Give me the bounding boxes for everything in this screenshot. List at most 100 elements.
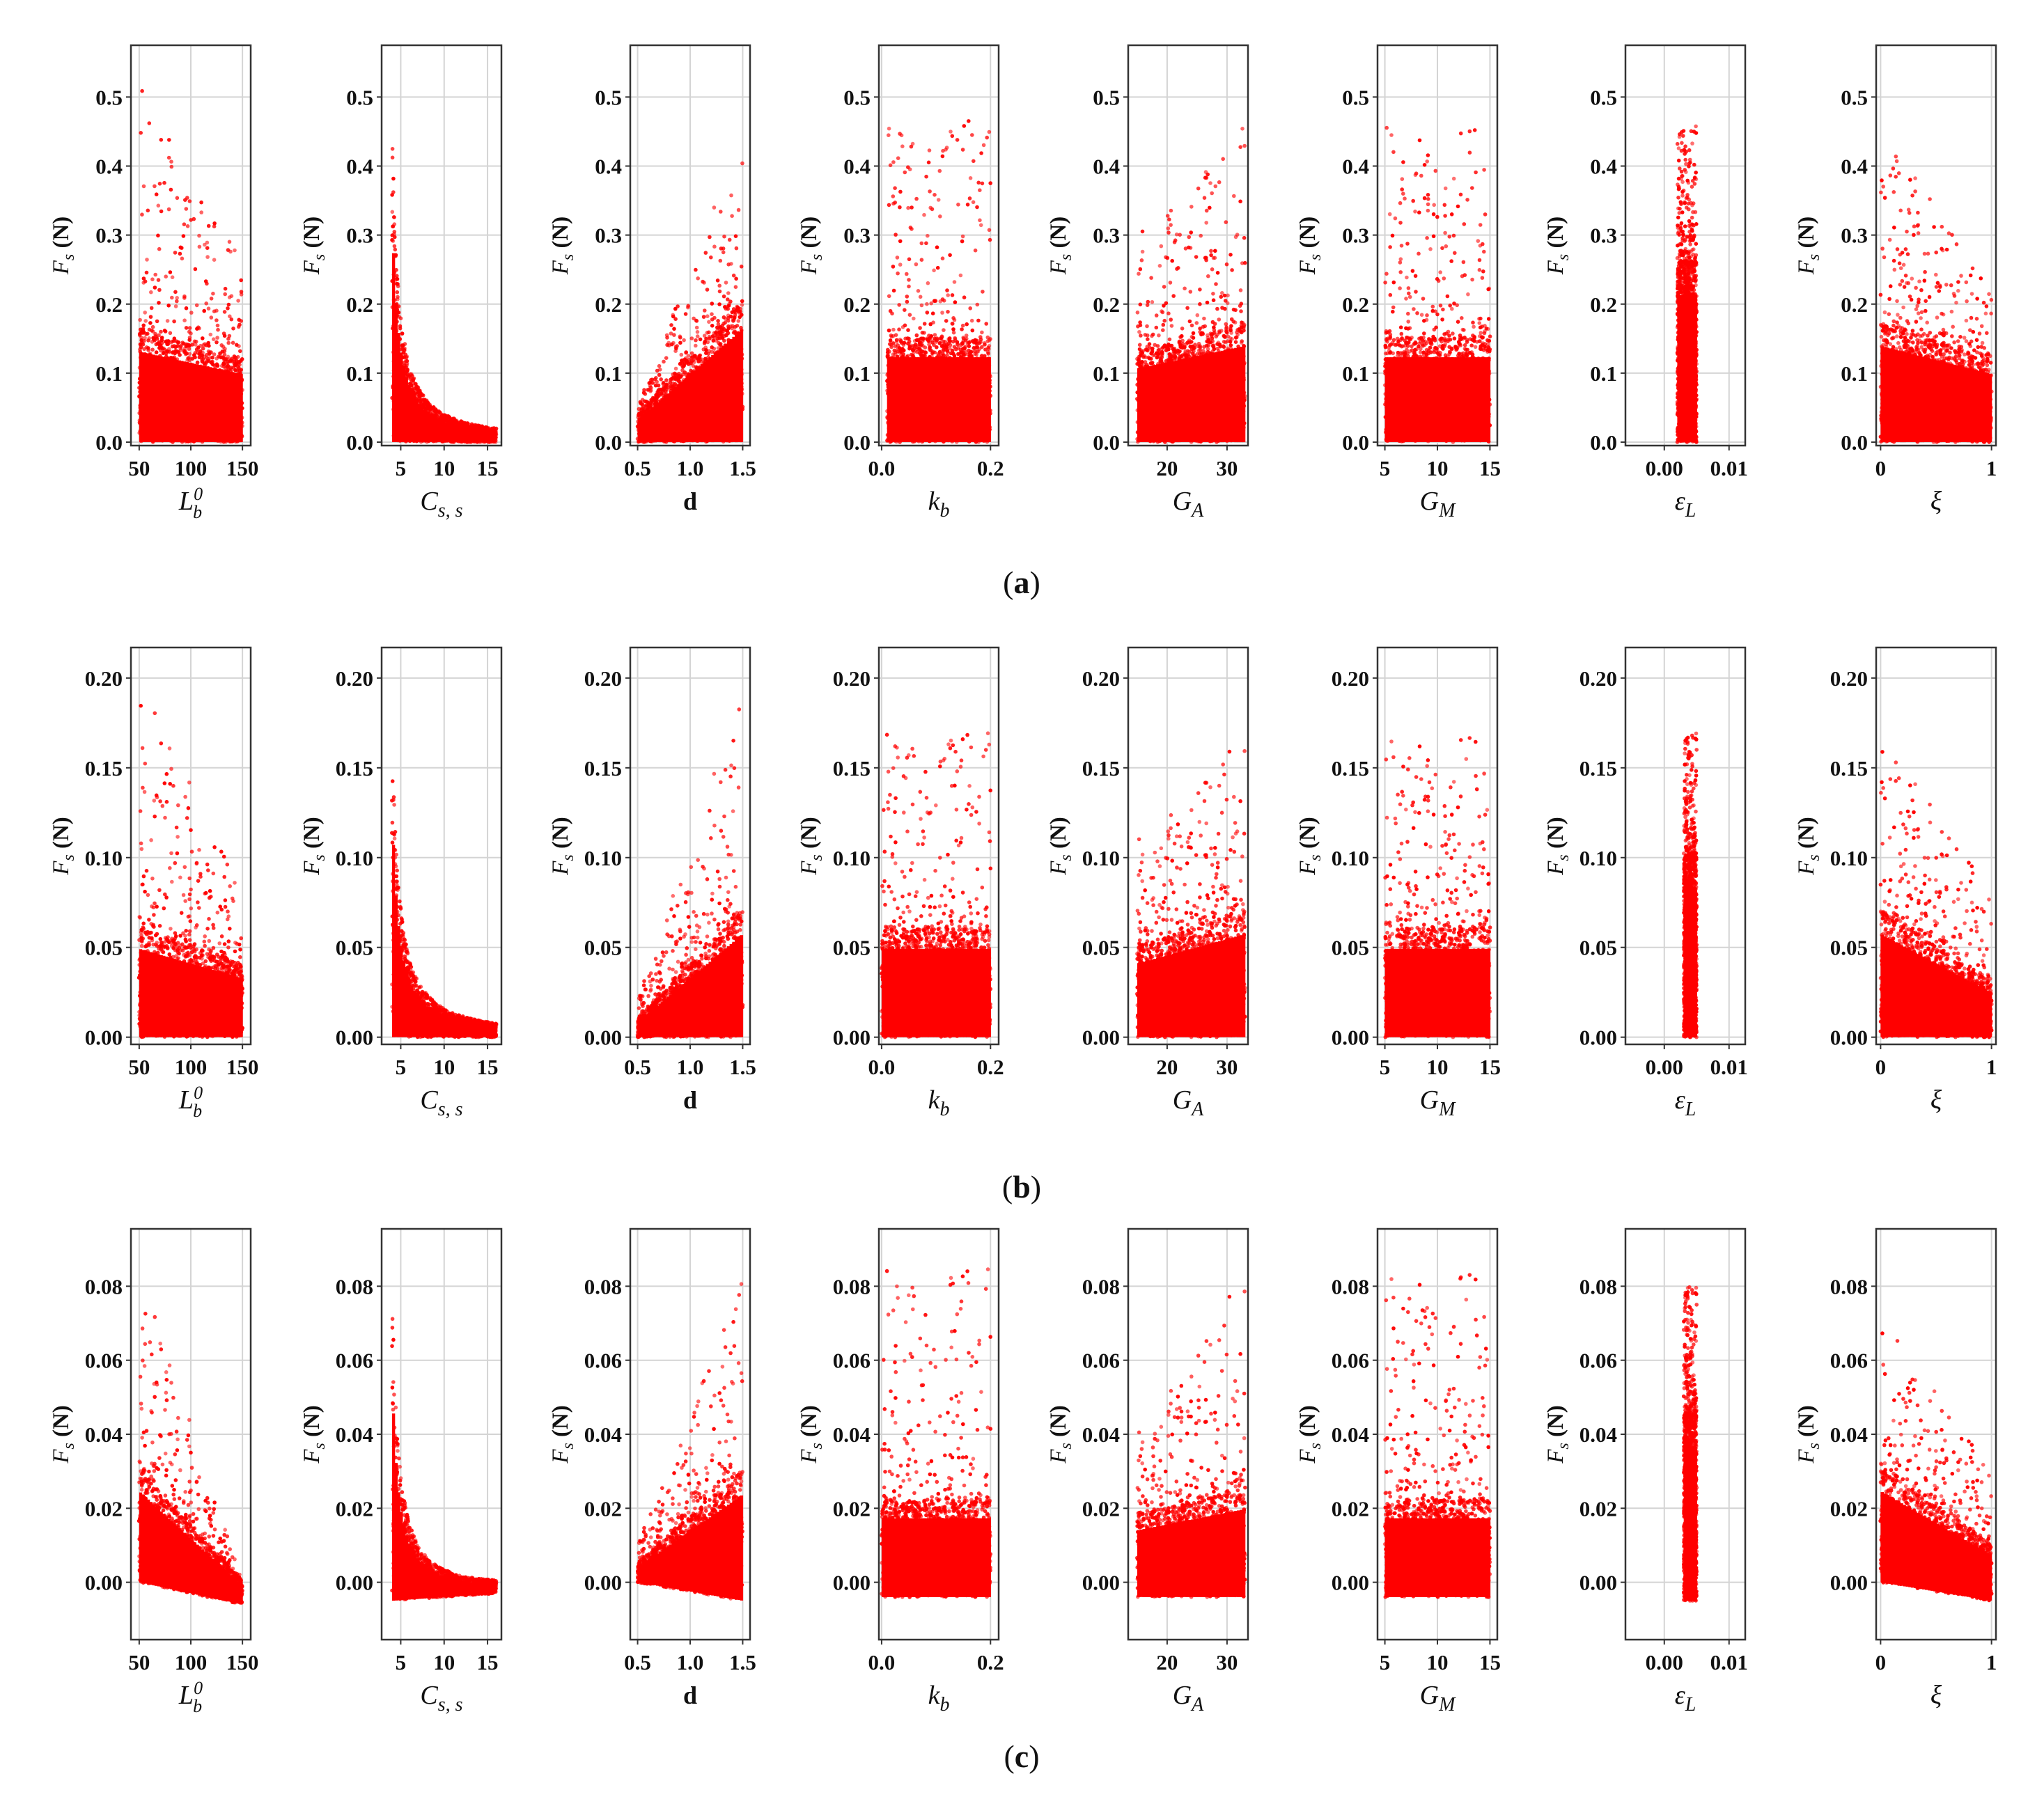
scatter-point [887,126,891,131]
scatter-point [236,299,240,303]
scatter-point [730,214,734,219]
scatter-point [390,155,395,160]
scatter-density [462,427,466,443]
scatter-density [491,432,494,442]
scatter-point [184,344,189,349]
scatter-point [740,299,744,304]
scatter-point [428,409,433,414]
scatter-density [695,368,699,443]
scatter-point [678,334,682,339]
scatter-point [907,257,912,262]
scatter-point [710,312,714,317]
scatter-point [887,133,891,137]
scatter-point [141,184,146,189]
scatter-point [985,135,989,140]
scatter-point [694,338,698,343]
scatter-point [733,313,738,317]
scatter-point [905,272,909,276]
scatter-density [141,352,145,442]
scatter-density [716,350,720,442]
scatter-point [686,305,690,310]
scatter-point [640,398,645,402]
scatter-point [935,245,939,250]
scatter-point [980,330,984,335]
scatter-density [178,360,181,443]
scatter-density [221,370,225,442]
scatter-point [678,340,682,345]
scatter-density [481,430,484,443]
scatter-point [166,304,171,308]
scatter-point [726,291,731,295]
scatter-point [396,282,400,286]
scatter-point [162,180,166,185]
scatter-point [919,303,924,308]
scatter-point [694,267,698,272]
scatter-point [222,356,227,361]
scatter-density [152,354,155,442]
scatter-point [197,326,201,331]
scatter-point [717,302,721,306]
scatter-point [695,334,700,338]
scatter-point [896,271,900,276]
scatter-point [891,265,896,269]
scatter-density [159,356,163,443]
scatter-point [173,290,178,295]
scatter-point [717,336,721,340]
scatter-point [167,138,171,142]
scatter-point [680,360,684,365]
scatter-density [162,356,166,442]
scatter-density [232,372,235,442]
scatter-point [967,344,972,349]
y-tick-label: 0.1 [95,361,123,386]
scatter-point [229,368,234,372]
scatter-density [147,353,150,442]
x-tick-label: 15 [477,456,499,480]
scatter-density [493,432,497,442]
scatter-point [154,342,159,347]
scatter-point [239,319,244,323]
scatter-point [726,331,731,336]
scatter-point [173,304,178,308]
scatter-point [696,276,700,281]
scatter-density [139,352,143,443]
scatter-density [713,352,717,442]
scatter-point [669,323,673,327]
scatter-point [733,285,738,290]
scatter-point [925,301,929,306]
scatter-point [640,402,644,407]
scatter-point [474,424,479,429]
scatter-density [149,354,153,442]
scatter-density [405,377,408,442]
scatter-point [731,324,735,328]
scatter-point [203,362,208,366]
scatter-point [648,388,653,393]
scatter-density [182,361,187,442]
scatter-point [726,326,731,331]
scatter-point [673,366,678,371]
scatter-density [410,391,414,442]
scatter-point [722,305,727,309]
scatter-point [153,272,157,277]
scatter-point [187,326,192,330]
scatter-point [398,326,403,331]
scatter-point [448,417,453,421]
scatter-density [423,409,427,442]
scatter-density [460,427,463,443]
scatter-point [170,295,174,300]
scatter-point [664,333,669,338]
scatter-point [717,283,721,288]
scatter-point [231,327,235,331]
scatter-point [416,388,421,393]
scatter-point [192,217,196,221]
scatter-density [439,420,442,443]
scatter-density [677,384,680,442]
scatter-point [187,347,192,351]
scatter-point [204,301,209,306]
scatter-point [920,331,925,335]
scatter-point [189,311,194,315]
scatter-point [712,244,717,249]
scatter-point [887,328,891,333]
scatter-point [463,421,467,426]
scatter-point [905,295,910,299]
